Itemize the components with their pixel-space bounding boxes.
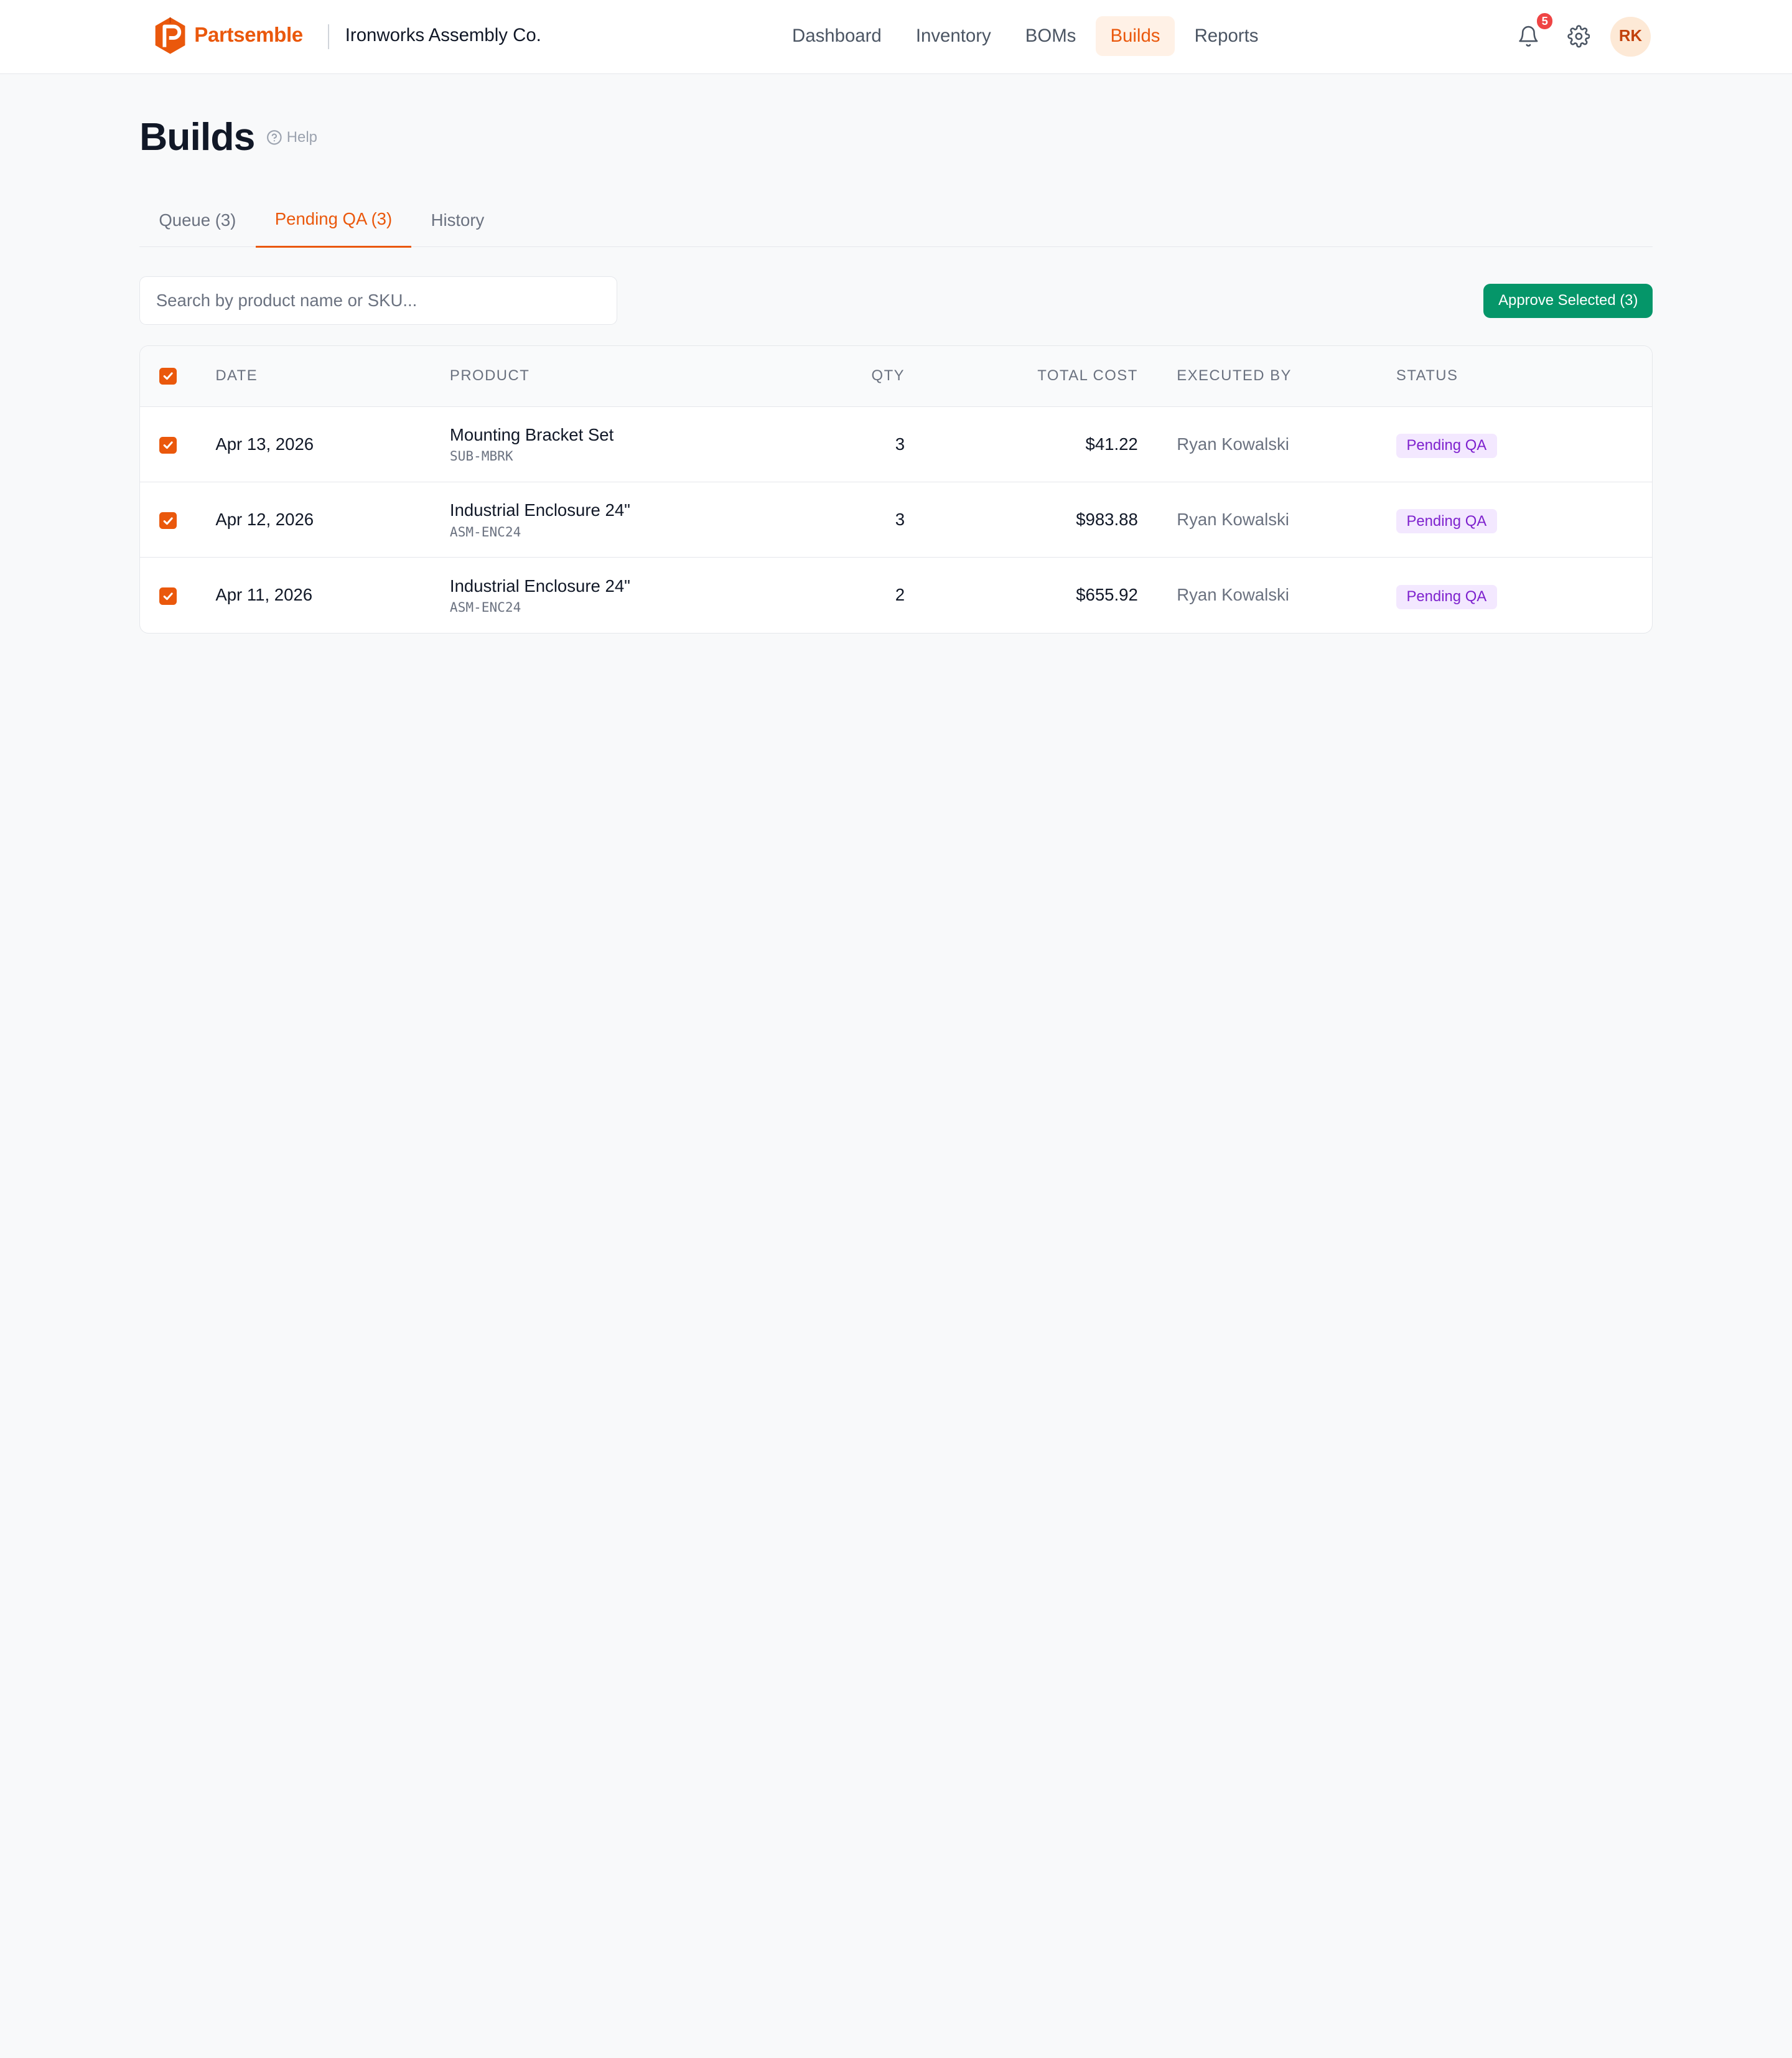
nav-item-builds[interactable]: Builds	[1095, 16, 1175, 56]
select-all-checkbox[interactable]	[159, 367, 177, 385]
row-executed-by: Ryan Kowalski	[1137, 406, 1396, 482]
checkmark-icon	[163, 517, 173, 525]
column-header-status[interactable]: Status	[1396, 345, 1653, 407]
nav-item-boms[interactable]: BOMs	[1025, 25, 1076, 46]
row-product-sku: ASM-ENC24	[449, 599, 521, 615]
column-header-product[interactable]: Product	[449, 345, 793, 407]
brand-divider	[328, 24, 330, 49]
row-checkbox[interactable]	[159, 587, 177, 605]
column-header-date[interactable]: Date	[215, 345, 450, 407]
table-row[interactable]: Apr 11, 2026 Industrial Enclosure 24" AS…	[140, 558, 1652, 633]
row-executed-by: Ryan Kowalski	[1137, 482, 1396, 558]
partsemble-logo-icon	[155, 17, 185, 54]
row-date: Apr 11, 2026	[215, 585, 313, 605]
header-select-all-cell	[140, 345, 216, 407]
row-qty: 3	[793, 406, 905, 482]
row-qty: 3	[793, 482, 905, 558]
tab-pending-qa[interactable]: Pending QA (3)	[255, 193, 412, 248]
nav-item-reports[interactable]: Reports	[1194, 25, 1259, 46]
brand-logo-link[interactable]: Partsemble	[153, 16, 303, 55]
gear-icon	[1567, 25, 1590, 48]
row-total-cost: $41.22	[905, 406, 1138, 482]
notifications-button[interactable]: 5	[1508, 11, 1555, 57]
notification-count-badge: 5	[1535, 11, 1555, 31]
status-badge: Pending QA	[1396, 433, 1497, 458]
search-input[interactable]	[139, 276, 617, 325]
row-select-cell	[140, 558, 215, 633]
checkmark-icon	[163, 592, 173, 601]
row-total-cost: $983.88	[905, 482, 1138, 558]
builds-table-card: Date Product Qty Total Cost Executed By …	[139, 345, 1653, 634]
status-badge: Pending QA	[1396, 584, 1497, 609]
row-product-cell: Industrial Enclosure 24" ASM-ENC24	[449, 482, 793, 558]
row-date: Apr 12, 2026	[215, 482, 450, 558]
row-status-cell: Pending QA	[1396, 558, 1652, 633]
row-select-cell	[140, 406, 216, 482]
brand-name: Partsemble	[194, 23, 303, 47]
table-row[interactable]: Apr 13, 2026 Mounting Bracket Set SUB-MB…	[140, 406, 1653, 482]
main-content: Builds Help Queue (3) Pending QA (3) His…	[0, 115, 1792, 634]
table-row[interactable]: Apr 12, 2026 Industrial Enclosure 24" AS…	[140, 482, 1653, 558]
row-product-sku: SUB-MBRK	[449, 448, 513, 464]
row-checkbox[interactable]	[159, 512, 177, 530]
checkmark-icon	[163, 441, 173, 449]
row-product-cell: Industrial Enclosure 24" ASM-ENC24	[450, 558, 793, 633]
bell-icon	[1519, 26, 1538, 47]
organization-name: Ironworks Assembly Co.	[345, 25, 541, 46]
page-header: Builds Help	[139, 115, 1653, 160]
help-link[interactable]: Help	[266, 129, 317, 146]
page-title: Builds	[139, 115, 255, 159]
row-product-name: Industrial Enclosure 24"	[449, 576, 630, 596]
row-total-cost: $655.92	[1076, 585, 1138, 605]
tab-queue[interactable]: Queue (3)	[159, 210, 236, 230]
row-product-sku: ASM-ENC24	[449, 523, 521, 540]
help-label: Help	[286, 129, 317, 146]
row-executed-by: Ryan Kowalski	[1177, 585, 1289, 605]
row-checkbox[interactable]	[159, 436, 177, 454]
row-select-cell	[140, 482, 216, 558]
row-product-name: Industrial Enclosure 24"	[449, 500, 630, 520]
approve-selected-button[interactable]: Approve Selected (3)	[1483, 283, 1653, 318]
checkmark-icon	[163, 372, 173, 380]
question-circle-icon	[266, 130, 282, 145]
nav-item-inventory[interactable]: Inventory	[915, 25, 991, 46]
main-nav: Dashboard Inventory BOMs Builds Reports	[777, 16, 1278, 56]
row-product-name: Mounting Bracket Set	[449, 424, 614, 444]
builds-tabs: Queue (3) Pending QA (3) History	[139, 192, 1653, 248]
builds-table: Date Product Qty Total Cost Executed By …	[140, 345, 1653, 633]
user-avatar[interactable]: RK	[1610, 16, 1651, 57]
row-status-cell: Pending QA	[1396, 406, 1653, 482]
top-navigation-bar: Partsemble Ironworks Assembly Co. Dashbo…	[0, 0, 1792, 75]
row-status-cell: Pending QA	[1396, 482, 1653, 558]
column-header-qty[interactable]: Qty	[793, 345, 905, 407]
table-header-row: Date Product Qty Total Cost Executed By …	[140, 345, 1653, 407]
row-qty: 2	[895, 585, 905, 605]
row-date: Apr 13, 2026	[215, 406, 450, 482]
header-actions: 5 RK	[1498, 11, 1651, 57]
settings-button[interactable]	[1558, 16, 1599, 57]
status-badge: Pending QA	[1396, 509, 1497, 534]
tab-history[interactable]: History	[431, 210, 485, 230]
row-product-cell: Mounting Bracket Set SUB-MBRK	[449, 406, 793, 482]
nav-item-dashboard[interactable]: Dashboard	[792, 25, 882, 46]
column-header-total-cost[interactable]: Total Cost	[905, 345, 1138, 407]
column-header-executed-by[interactable]: Executed By	[1137, 345, 1396, 407]
table-toolbar: Approve Selected (3)	[139, 276, 1653, 325]
